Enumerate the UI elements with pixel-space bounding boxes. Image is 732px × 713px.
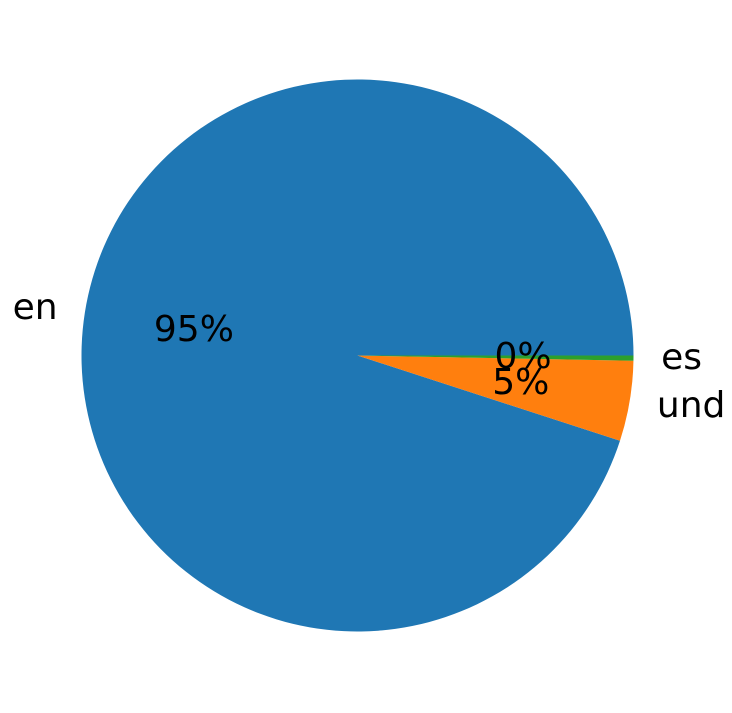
pie-slice-und bbox=[357, 355, 634, 441]
pie-slice-es bbox=[357, 355, 634, 361]
pie-slice-en bbox=[81, 79, 634, 632]
